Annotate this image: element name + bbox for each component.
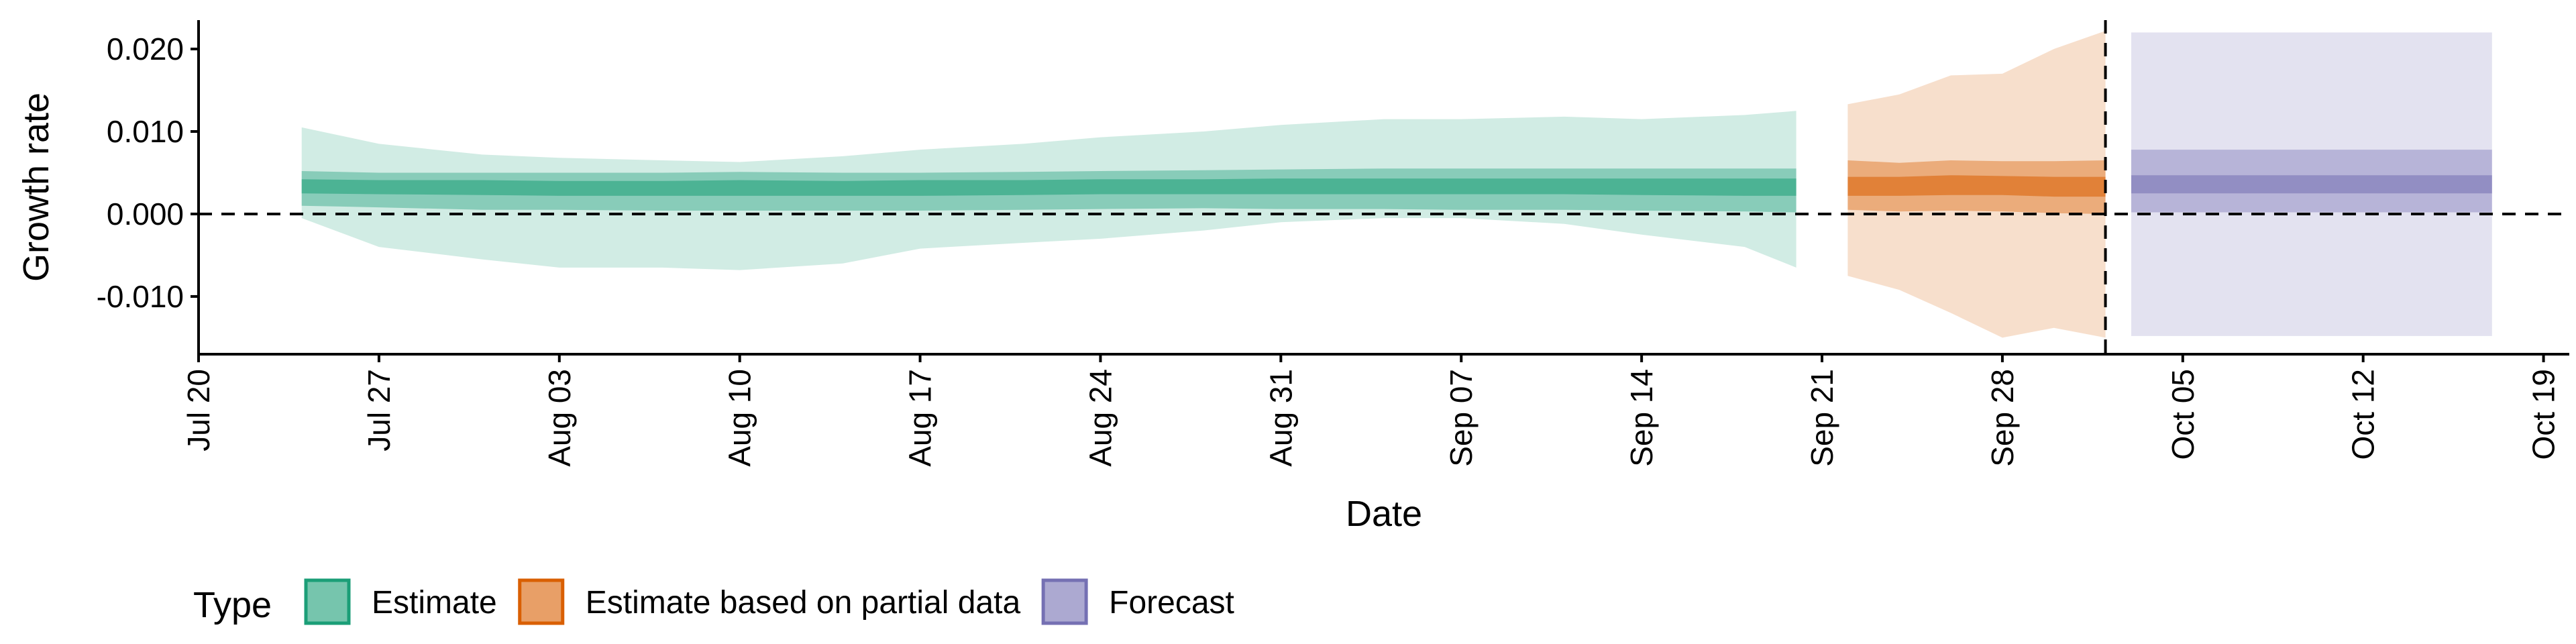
x-tick-label: Aug 17 [903,369,938,467]
legend-item-1: Estimate based on partial data [518,578,1021,625]
x-axis-title: Date [1346,494,1422,534]
series-0 [301,111,1796,270]
legend: Type Estimate Estimate based on partial d… [193,578,1234,625]
x-tick-label: Sep 28 [1985,369,2020,467]
x-tick-label: Oct 05 [2165,369,2200,460]
legend-item-2: Forecast [1041,578,1234,625]
y-tick-label: 0.000 [107,197,184,231]
y-tick-label: 0.020 [107,32,184,66]
legend-label: Estimate [372,585,497,621]
x-tick-label: Oct 12 [2346,369,2381,460]
series-1 [1847,31,2106,338]
legend-title: Type [193,585,272,625]
x-tick-label: Oct 19 [2526,369,2561,460]
x-tick-label: Sep 07 [1444,369,1479,467]
x-tick-label: Jul 27 [362,369,396,451]
x-tick-label: Jul 20 [181,369,216,451]
x-tick-label: Aug 10 [722,369,757,467]
legend-label: Estimate based on partial data [586,585,1021,621]
series-2-inner-band [2131,175,2492,194]
x-tick-label: Aug 03 [542,369,577,467]
x-axis-ticks: Jul 20 Jul 27 Aug 03 Aug 10 Aug 17 Aug 24 Aug … [181,354,2561,467]
x-tick-label: Sep 21 [1805,369,1839,467]
series-1-inner-band [1847,175,2106,197]
legend-label: Forecast [1109,585,1234,621]
y-axis-ticks: -0.010 0.000 0.010 0.020 [97,32,199,314]
y-tick-label: 0.010 [107,114,184,149]
series-0-inner-band [301,178,1796,196]
legend-items: Estimate Estimate based on partial data Fo… [304,578,1234,625]
series-2 [2131,32,2492,336]
x-tick-label: Aug 24 [1083,369,1118,467]
legend-swatch [1041,578,1088,625]
y-tick-label: -0.010 [97,279,184,314]
x-tick-label: Aug 31 [1263,369,1298,467]
legend-swatch [518,578,565,625]
x-tick-label: Sep 14 [1624,369,1659,467]
y-axis-title: Growth rate [16,93,56,282]
legend-item-0: Estimate [304,578,497,625]
legend-swatch [304,578,351,625]
series-bands [301,31,2492,338]
